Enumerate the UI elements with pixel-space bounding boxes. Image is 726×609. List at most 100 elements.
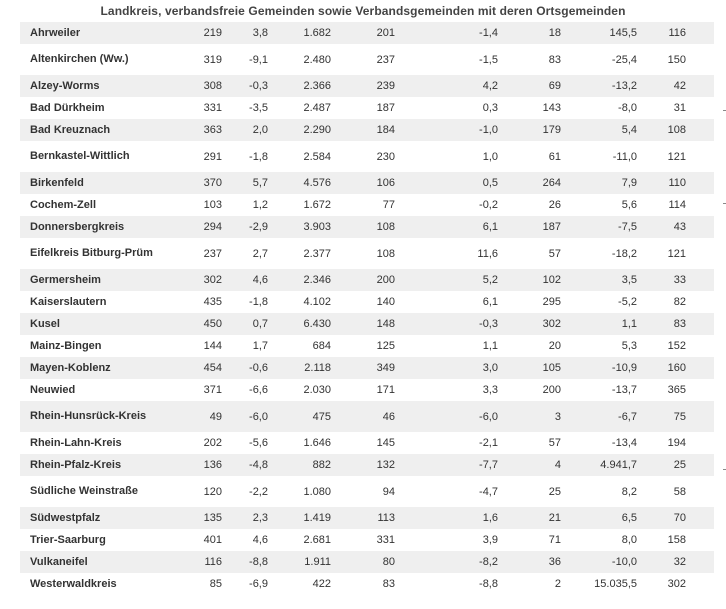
value-cell-c6: 187 — [498, 216, 561, 238]
value-cell-c2: -6,9 — [222, 573, 268, 595]
value-cell-c4: 108 — [331, 238, 395, 269]
value-cell-c7: 1,1 — [561, 313, 637, 335]
value-cell-c4: 77 — [331, 194, 395, 216]
value-cell-c2: -3,5 — [222, 97, 268, 119]
table-row: Altenkirchen (Ww.) 319 -9,1 2.480 237 -1,5 83-… — [20, 44, 714, 75]
value-cell-c7: -5,2 — [561, 291, 637, 313]
value-cell-c7: 6,5 — [561, 507, 637, 529]
value-cell-c3: 2.480 — [268, 44, 331, 75]
value-cell-c8: 70 — [637, 507, 686, 529]
district-name-cell: Cochem-Zell — [20, 194, 165, 216]
value-cell-c7: 15.035,5 — [561, 573, 637, 595]
value-cell-c3: 6.430 — [268, 313, 331, 335]
row-trailing-space — [686, 529, 714, 551]
value-cell-c5: 0,5 — [395, 172, 498, 194]
value-cell-c2: 4,6 — [222, 529, 268, 551]
value-cell-c4: 113 — [331, 507, 395, 529]
value-cell-c1: 219 — [165, 22, 222, 44]
value-cell-c5: -1,0 — [395, 119, 498, 141]
district-name-cell: Germersheim — [20, 269, 165, 291]
value-cell-c7: -10,0 — [561, 551, 637, 573]
table-row: Ahrweiler 219 3,8 1.682 201 -1,4 18 145,5 116 — [20, 22, 714, 44]
value-cell-c8: 25 — [637, 454, 686, 476]
value-cell-c7: 3,5 — [561, 269, 637, 291]
value-cell-c4: 140 — [331, 291, 395, 313]
district-name-cell: Neuwied — [20, 379, 165, 401]
value-cell-c8: 365 — [637, 379, 686, 401]
value-cell-c3: 2.681 — [268, 529, 331, 551]
value-cell-c3: 4.102 — [268, 291, 331, 313]
value-cell-c8: 82 — [637, 291, 686, 313]
value-cell-c6: 21 — [498, 507, 561, 529]
value-cell-c1: 136 — [165, 454, 222, 476]
value-cell-c7: -13,2 — [561, 75, 637, 97]
value-cell-c1: 116 — [165, 551, 222, 573]
value-cell-c5: 3,3 — [395, 379, 498, 401]
value-cell-c5: -0,2 — [395, 194, 498, 216]
table-row: Südliche Weinstraße 120 -2,2 1.080 94 -4,7 25 8… — [20, 476, 714, 507]
value-cell-c4: 108 — [331, 216, 395, 238]
value-cell-c4: 331 — [331, 529, 395, 551]
row-trailing-space — [686, 97, 714, 119]
row-trailing-space — [686, 507, 714, 529]
value-cell-c7: -8,0 — [561, 97, 637, 119]
value-cell-c5: 3,9 — [395, 529, 498, 551]
value-cell-c3: 2.118 — [268, 357, 331, 379]
value-cell-c6: 295 — [498, 291, 561, 313]
value-cell-c1: 202 — [165, 432, 222, 454]
district-name-cell: Rhein-Lahn-Kreis — [20, 432, 165, 454]
value-cell-c5: -7,7 — [395, 454, 498, 476]
district-name-cell: Mayen-Koblenz — [20, 357, 165, 379]
row-trailing-space — [686, 335, 714, 357]
value-cell-c3: 2.366 — [268, 75, 331, 97]
value-cell-c8: 31 — [637, 97, 686, 119]
table-row: Eifelkreis Bitburg-Prüm 237 2,7 2.377 108 11,… — [20, 238, 714, 269]
value-cell-c2: 5,7 — [222, 172, 268, 194]
value-cell-c3: 882 — [268, 454, 331, 476]
right-edge-mark — [723, 203, 726, 204]
value-cell-c3: 1.419 — [268, 507, 331, 529]
value-cell-c4: 94 — [331, 476, 395, 507]
value-cell-c8: 150 — [637, 44, 686, 75]
value-cell-c8: 116 — [637, 22, 686, 44]
value-cell-c2: -9,1 — [222, 44, 268, 75]
value-cell-c4: 106 — [331, 172, 395, 194]
value-cell-c5: -1,5 — [395, 44, 498, 75]
value-cell-c1: 294 — [165, 216, 222, 238]
value-cell-c2: 1,2 — [222, 194, 268, 216]
table-row: Birkenfeld 370 5,7 4.576 106 0,5 264 7,9 110 — [20, 172, 714, 194]
value-cell-c5: 11,6 — [395, 238, 498, 269]
value-cell-c7: -13,4 — [561, 432, 637, 454]
district-name-cell: Eifelkreis Bitburg-Prüm — [20, 238, 165, 269]
value-cell-c3: 422 — [268, 573, 331, 595]
right-edge-mark — [723, 110, 726, 111]
value-cell-c8: 108 — [637, 119, 686, 141]
value-cell-c4: 83 — [331, 573, 395, 595]
district-name-cell: Altenkirchen (Ww.) — [20, 44, 165, 75]
value-cell-c7: -10,9 — [561, 357, 637, 379]
district-name-cell: Trier-Saarburg — [20, 529, 165, 551]
value-cell-c8: 83 — [637, 313, 686, 335]
value-cell-c4: 184 — [331, 119, 395, 141]
value-cell-c2: -8,8 — [222, 551, 268, 573]
value-cell-c6: 20 — [498, 335, 561, 357]
table-row: Cochem-Zell 103 1,2 1.672 77 -0,2 26 5,6 114 — [20, 194, 714, 216]
value-cell-c1: 120 — [165, 476, 222, 507]
value-cell-c8: 121 — [637, 238, 686, 269]
value-cell-c8: 121 — [637, 141, 686, 172]
value-cell-c6: 71 — [498, 529, 561, 551]
value-cell-c3: 2.290 — [268, 119, 331, 141]
value-cell-c2: 4,6 — [222, 269, 268, 291]
value-cell-c7: 5,6 — [561, 194, 637, 216]
value-cell-c4: 230 — [331, 141, 395, 172]
value-cell-c6: 36 — [498, 551, 561, 573]
value-cell-c2: -2,2 — [222, 476, 268, 507]
value-cell-c1: 450 — [165, 313, 222, 335]
value-cell-c6: 302 — [498, 313, 561, 335]
value-cell-c2: -1,8 — [222, 291, 268, 313]
value-cell-c1: 85 — [165, 573, 222, 595]
value-cell-c8: 75 — [637, 401, 686, 432]
value-cell-c4: 46 — [331, 401, 395, 432]
row-trailing-space — [686, 551, 714, 573]
row-trailing-space — [686, 194, 714, 216]
